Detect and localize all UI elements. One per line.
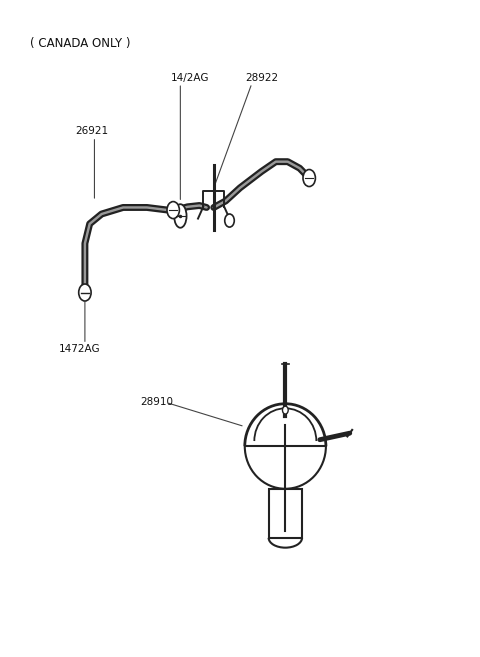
Circle shape xyxy=(225,214,234,227)
Text: 28910: 28910 xyxy=(140,397,173,407)
Ellipse shape xyxy=(174,204,187,228)
Text: 1472AG: 1472AG xyxy=(59,344,100,354)
Text: ( CANADA ONLY ): ( CANADA ONLY ) xyxy=(30,37,131,51)
Circle shape xyxy=(282,406,288,414)
Circle shape xyxy=(79,284,91,301)
Text: 26921: 26921 xyxy=(75,126,108,136)
Circle shape xyxy=(167,202,180,219)
Text: 14/2AG: 14/2AG xyxy=(171,73,209,83)
Text: 28922: 28922 xyxy=(246,73,279,83)
Circle shape xyxy=(303,170,315,187)
